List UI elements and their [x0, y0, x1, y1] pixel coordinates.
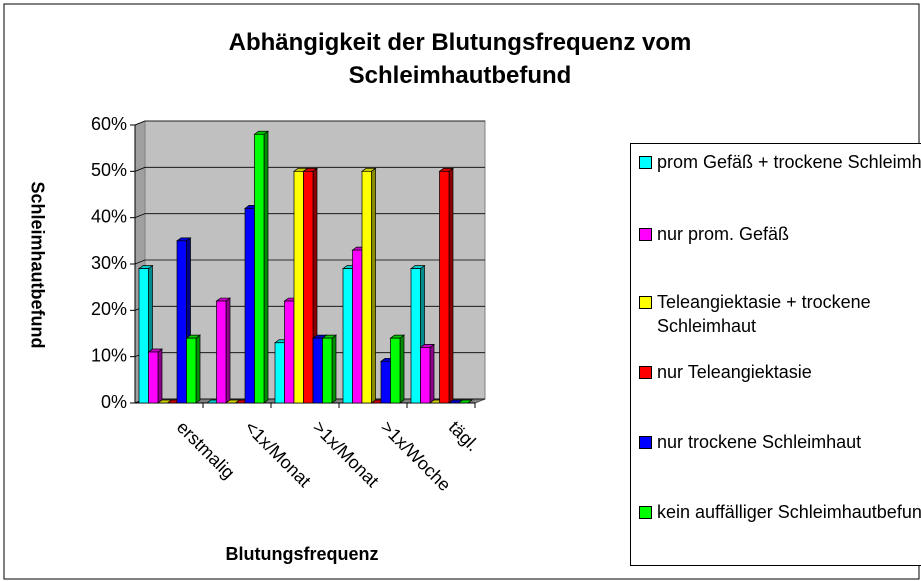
y-tick-label: 30%	[91, 253, 127, 273]
legend-swatch	[639, 506, 652, 519]
bar	[138, 268, 149, 404]
bar	[274, 342, 285, 404]
bar-side	[448, 167, 454, 404]
legend-swatch	[639, 156, 652, 169]
bar	[352, 249, 363, 404]
bar	[380, 360, 391, 404]
bar-side	[399, 334, 405, 404]
legend-entry: kein auffälliger Schleimhautbefund	[639, 500, 921, 524]
bar-side	[429, 343, 435, 404]
legend-entry: nur trockene Schleimhaut	[639, 430, 921, 454]
y-tick-label: 20%	[91, 299, 127, 319]
bar	[216, 300, 227, 404]
bar	[186, 337, 197, 404]
x-tick-label: >1x/Woche	[377, 417, 455, 495]
x-tick-label: >1x/Monat	[309, 417, 383, 491]
y-tick-label: 60%	[91, 114, 127, 134]
grid-line	[134, 120, 485, 126]
bar	[322, 337, 333, 404]
bar	[361, 170, 372, 404]
legend-label: prom Gefäß + trockene Schleimhaut	[657, 152, 921, 172]
x-tick-label: erstmalig	[173, 417, 239, 483]
legend-entry: nur prom. Gefäß	[639, 222, 921, 246]
x-tick-label: <1x/Monat	[241, 417, 315, 491]
y-tick-label: 40%	[91, 206, 127, 226]
legend-entry: prom Gefäß + trockene Schleimhaut	[639, 150, 921, 174]
chart-title: Abhängigkeit der Blutungsfrequenz vom Sc…	[228, 29, 692, 89]
legend-entry: nur Teleangiektasie	[639, 360, 921, 384]
legend-entry: Teleangiektasie + trockene Schleimhaut	[639, 290, 921, 338]
y-tick-label: 50%	[91, 160, 127, 180]
bar	[148, 351, 159, 404]
bar	[312, 337, 323, 404]
legend-swatch	[639, 366, 652, 379]
bar	[293, 170, 304, 404]
legend-label: Teleangiektasie + trockene Schleimhaut	[657, 292, 871, 336]
legend-swatch	[639, 228, 652, 241]
legend-label: nur prom. Gefäß	[657, 224, 790, 244]
bar-side	[331, 334, 337, 404]
bar-side	[157, 348, 163, 404]
legend-swatch	[639, 296, 652, 309]
bar-top	[457, 399, 474, 404]
bar-side	[263, 130, 269, 404]
bar-side	[371, 167, 376, 404]
x-tick-label: tägl.	[445, 417, 483, 455]
y-axis-title: Schleimhautbefund	[27, 181, 47, 348]
bar	[410, 268, 421, 404]
legend-swatch	[639, 436, 652, 449]
bar	[303, 170, 314, 404]
legend: prom Gefäß + trockene Schleimhaut nur pro…	[630, 143, 921, 566]
bar-side	[195, 334, 201, 404]
x-axis-title: Blutungsfrequenz	[226, 544, 379, 564]
legend-label: nur Teleangiektasie	[657, 362, 812, 382]
bar-side	[225, 297, 231, 404]
bar	[244, 208, 255, 404]
bar	[176, 240, 187, 404]
y-tick-label: 0%	[101, 392, 127, 412]
bar	[254, 133, 265, 404]
bar	[390, 337, 401, 404]
bar	[284, 300, 295, 404]
legend-label: kein auffälliger Schleimhautbefund	[657, 502, 921, 522]
bar	[342, 268, 353, 404]
y-tick-label: 10%	[91, 345, 127, 365]
bar	[439, 170, 450, 404]
bar	[420, 347, 431, 404]
legend-label: nur trockene Schleimhaut	[657, 432, 862, 452]
grid-line	[134, 166, 485, 172]
